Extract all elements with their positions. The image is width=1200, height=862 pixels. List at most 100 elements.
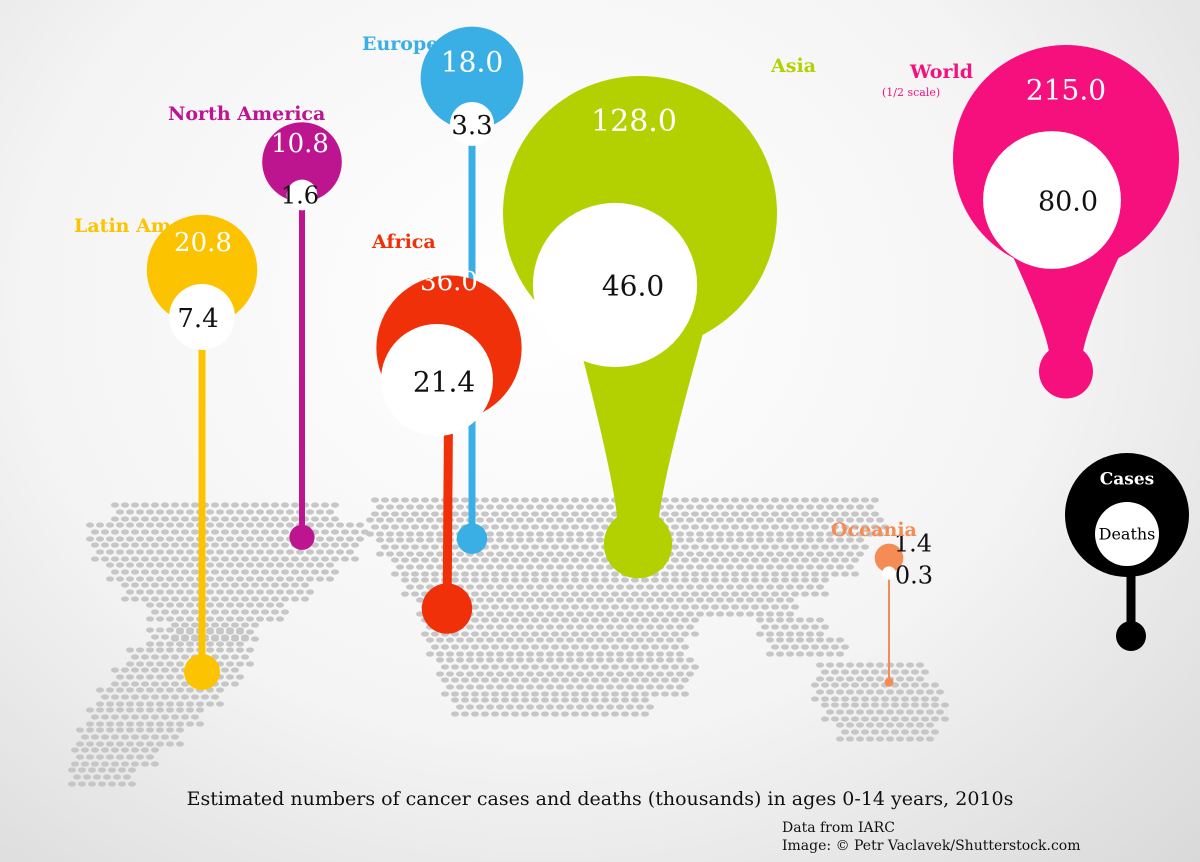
map-dot — [681, 691, 689, 697]
map-dot — [421, 524, 429, 530]
map-dot — [161, 634, 169, 640]
map-dot — [876, 531, 884, 537]
map-dot — [256, 509, 264, 515]
map-dot — [431, 557, 439, 563]
map-dot — [581, 677, 589, 683]
map-dot — [726, 597, 734, 603]
map-dot — [146, 562, 154, 568]
map-dot — [118, 781, 126, 787]
map-dot — [531, 511, 539, 517]
map-dot — [301, 596, 309, 602]
deaths-bubble-world — [983, 131, 1121, 269]
map-dot — [81, 734, 89, 740]
map-dot — [126, 522, 134, 528]
map-dot — [626, 624, 634, 630]
map-dot — [771, 571, 779, 577]
map-dot — [586, 671, 594, 677]
map-dot — [761, 591, 769, 597]
map-dot — [556, 611, 564, 617]
map-dot — [531, 591, 539, 597]
map-dot — [566, 531, 574, 537]
map-dot — [571, 511, 579, 517]
map-dot — [416, 551, 424, 557]
map-dot — [486, 651, 494, 657]
map-dot — [691, 544, 699, 550]
map-dot — [81, 761, 89, 767]
map-dot — [571, 604, 579, 610]
map-dot — [281, 556, 289, 562]
map-dot — [536, 657, 544, 663]
map-dot — [511, 664, 519, 670]
map-dot — [821, 644, 829, 650]
map-dot — [581, 691, 589, 697]
map-dot — [131, 654, 139, 660]
map-dot — [616, 684, 624, 690]
map-dot — [606, 504, 614, 510]
map-dot — [706, 504, 714, 510]
map-dot — [191, 714, 199, 720]
map-dot — [781, 571, 789, 577]
map-dot — [551, 524, 559, 530]
map-dot — [936, 709, 944, 715]
map-dot — [496, 637, 504, 643]
map-dot — [116, 701, 124, 707]
map-dot — [616, 584, 624, 590]
map-dot — [321, 542, 329, 548]
map-dot — [491, 604, 499, 610]
map-dot — [491, 524, 499, 530]
region-label-asia: Asia — [770, 55, 816, 77]
map-dot — [406, 551, 414, 557]
map-dot — [206, 536, 214, 542]
map-dot — [91, 761, 99, 767]
map-dot — [306, 562, 314, 568]
map-dot — [316, 536, 324, 542]
map-dot — [476, 671, 484, 677]
map-dot — [381, 544, 389, 550]
map-dot — [396, 504, 404, 510]
map-dot — [521, 604, 529, 610]
map-dot — [766, 617, 774, 623]
map-dot — [641, 591, 649, 597]
map-dot — [571, 497, 579, 503]
map-dot — [536, 597, 544, 603]
map-dot — [181, 681, 189, 687]
map-dot — [236, 602, 244, 608]
map-dot — [571, 617, 579, 623]
map-dot — [671, 524, 679, 530]
map-dot — [696, 531, 704, 537]
map-dot — [856, 504, 864, 510]
map-dot — [271, 569, 279, 575]
map-dot — [626, 651, 634, 657]
map-dot — [611, 631, 619, 637]
map-dot — [816, 689, 824, 695]
map-dot — [226, 627, 234, 633]
map-dot — [161, 609, 169, 615]
map-dot — [121, 761, 129, 767]
map-dot — [401, 511, 409, 517]
map-dot — [716, 517, 724, 523]
map-dot — [181, 529, 189, 535]
map-dot — [78, 781, 86, 787]
map-dot — [161, 654, 169, 660]
map-dot — [406, 531, 414, 537]
map-dot — [671, 497, 679, 503]
map-dot — [226, 562, 234, 568]
map-dot — [676, 637, 684, 643]
map-dot — [591, 524, 599, 530]
map-dot — [666, 564, 674, 570]
map-dot — [121, 502, 129, 508]
map-dot — [191, 694, 199, 700]
map-dot — [146, 641, 154, 647]
map-dot — [261, 582, 269, 588]
map-dot — [256, 549, 264, 555]
map-dot — [211, 609, 219, 615]
map-dot — [461, 697, 469, 703]
map-dot — [546, 597, 554, 603]
map-dot — [111, 502, 119, 508]
map-dot — [431, 644, 439, 650]
map-dot — [521, 511, 529, 517]
map-dot — [921, 682, 929, 688]
map-dot — [241, 654, 249, 660]
map-dot — [391, 497, 399, 503]
map-dot — [411, 524, 419, 530]
